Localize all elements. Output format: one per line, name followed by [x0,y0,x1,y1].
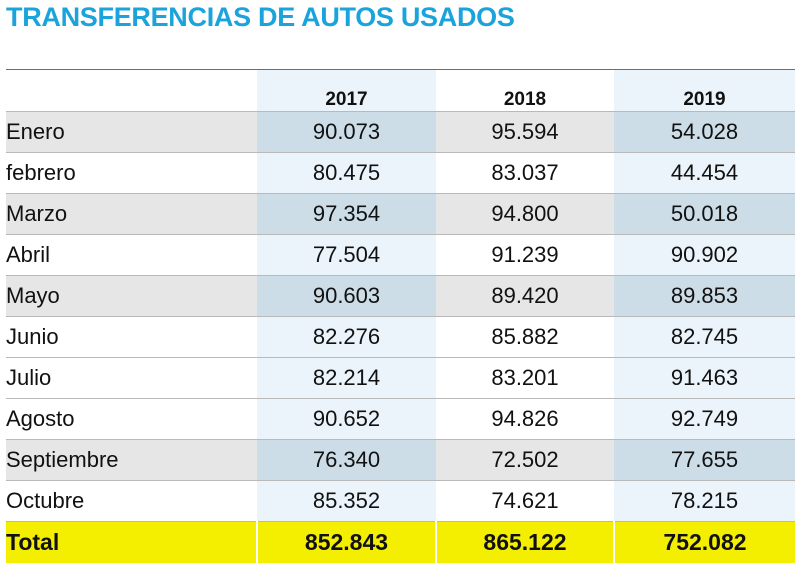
value-cell: 90.902 [614,234,795,276]
value-cell: 91.463 [614,357,795,399]
value-cell: 72.502 [436,439,614,481]
value-cell: 85.352 [257,480,436,522]
value-cell: 83.201 [436,357,614,399]
value-cell: 50.018 [614,193,795,235]
total-label: Total [6,521,257,563]
table-row: Enero 90.073 95.594 54.028 [6,111,795,153]
total-value: 852.843 [256,521,436,563]
month-label: Enero [6,111,257,153]
table-row: Julio 82.214 83.201 91.463 [6,357,795,399]
month-label: Abril [6,234,257,276]
header-year-2019: 2019 [614,69,795,112]
table-row: Septiembre 76.340 72.502 77.655 [6,439,795,481]
transfers-table: 2017 2018 2019 Enero 90.073 95.594 54.02… [6,69,795,563]
table-row: Abril 77.504 91.239 90.902 [6,234,795,276]
value-cell: 77.655 [614,439,795,481]
value-cell: 82.214 [257,357,436,399]
header-year-2017: 2017 [257,69,436,112]
value-cell: 94.800 [436,193,614,235]
page-title: TRANSFERENCIAS DE AUTOS USADOS [6,2,515,32]
value-cell: 74.621 [436,480,614,522]
value-cell: 89.853 [614,275,795,317]
table-row: Mayo 90.603 89.420 89.853 [6,275,795,317]
table-row: Marzo 97.354 94.800 50.018 [6,193,795,235]
value-cell: 54.028 [614,111,795,153]
value-cell: 91.239 [436,234,614,276]
table-header-row: 2017 2018 2019 [6,69,795,112]
table-row: febrero 80.475 83.037 44.454 [6,152,795,194]
value-cell: 82.745 [614,316,795,358]
value-cell: 89.420 [436,275,614,317]
value-cell: 76.340 [257,439,436,481]
value-cell: 85.882 [436,316,614,358]
value-cell: 92.749 [614,398,795,440]
month-label: Junio [6,316,257,358]
month-label: febrero [6,152,257,194]
value-cell: 95.594 [436,111,614,153]
value-cell: 83.037 [436,152,614,194]
month-label: Septiembre [6,439,257,481]
value-cell: 80.475 [257,152,436,194]
total-value: 865.122 [435,521,614,563]
table-row: Agosto 90.652 94.826 92.749 [6,398,795,440]
value-cell: 44.454 [614,152,795,194]
total-value: 752.082 [613,521,795,563]
month-label: Octubre [6,480,257,522]
table-row: Junio 82.276 85.882 82.745 [6,316,795,358]
value-cell: 94.826 [436,398,614,440]
value-cell: 97.354 [257,193,436,235]
total-row: Total 852.843 865.122 752.082 [6,521,795,563]
value-cell: 77.504 [257,234,436,276]
month-label: Marzo [6,193,257,235]
value-cell: 90.652 [257,398,436,440]
month-label: Mayo [6,275,257,317]
table-row: Octubre 85.352 74.621 78.215 [6,480,795,522]
value-cell: 90.603 [257,275,436,317]
value-cell: 82.276 [257,316,436,358]
header-year-2018: 2018 [436,69,614,112]
header-month-cell [6,69,257,112]
value-cell: 90.073 [257,111,436,153]
month-label: Agosto [6,398,257,440]
value-cell: 78.215 [614,480,795,522]
month-label: Julio [6,357,257,399]
